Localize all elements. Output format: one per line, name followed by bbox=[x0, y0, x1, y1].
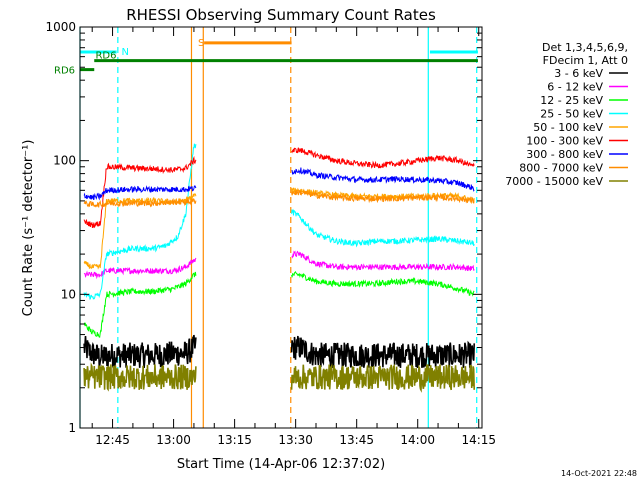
plot-frame bbox=[79, 26, 483, 429]
legend-header-line-1: Det 1,3,4,5,6,9, bbox=[542, 41, 628, 54]
legend-label-9: 7000 - 15000 keV bbox=[505, 175, 603, 188]
x-tick-label-0: 12:45 bbox=[95, 433, 130, 447]
series-line-3-part-2 bbox=[291, 271, 475, 297]
state-label-n: N bbox=[122, 47, 129, 58]
y-tick-label-10: 10 bbox=[61, 287, 76, 301]
series-line-4-part-1 bbox=[83, 143, 197, 300]
legend-label-4: 25 - 50 keV bbox=[540, 108, 603, 121]
series-line-1-part-1 bbox=[83, 334, 197, 368]
series-line-7-part-1 bbox=[83, 185, 197, 201]
state-label-rd6-left: RD6 bbox=[54, 66, 75, 77]
y-tick-label-1: 1 bbox=[68, 421, 76, 435]
legend-label-6: 100 - 300 keV bbox=[526, 135, 603, 148]
series-line-4-part-2 bbox=[291, 208, 475, 248]
legend-header-line-2: FDecim 1, Att 0 bbox=[543, 54, 628, 67]
legend-label-2: 6 - 12 keV bbox=[547, 81, 603, 94]
y-axis-label: Count Rate (s⁻¹ detector⁻¹) bbox=[21, 140, 36, 317]
series-line-7-part-2 bbox=[291, 167, 475, 192]
state-label-rd6: RD6 bbox=[95, 51, 116, 62]
series-line-8-part-2 bbox=[291, 188, 475, 204]
legend-label-8: 800 - 7000 keV bbox=[519, 162, 603, 175]
legend-label-1: 3 - 6 keV bbox=[554, 67, 603, 80]
plot-area: N S RD6 RD6 1 10 100 1000 12:45 13:00 13:15 13:30 13… bbox=[45, 20, 496, 447]
x-tick-label-4: 13:45 bbox=[339, 433, 374, 447]
series-line-9-part-2 bbox=[290, 363, 475, 393]
y-tick-label-100: 100 bbox=[53, 154, 76, 168]
y-tick-label-1000: 1000 bbox=[45, 20, 76, 34]
legend-label-5: 50 - 100 keV bbox=[533, 121, 603, 134]
chart-title: RHESSI Observing Summary Count Rates bbox=[126, 6, 436, 24]
series-line-6-part-2 bbox=[291, 147, 475, 169]
series-line-8-part-1 bbox=[83, 197, 197, 208]
x-tick-label-3: 13:30 bbox=[278, 433, 313, 447]
x-tick-label-5: 14:00 bbox=[400, 433, 435, 447]
legend-label-3: 12 - 25 keV bbox=[540, 94, 603, 107]
series-line-1-part-2 bbox=[290, 335, 475, 369]
x-tick-label-6: 14:15 bbox=[461, 433, 496, 447]
x-tick-label-2: 13:15 bbox=[217, 433, 252, 447]
series-line-2-part-2 bbox=[291, 250, 475, 272]
timestamp: 14-Oct-2021 22:48 bbox=[561, 469, 637, 478]
state-label-s: S bbox=[198, 38, 204, 49]
series-line-3-part-1 bbox=[83, 271, 197, 338]
legend-label-7: 300 - 800 keV bbox=[526, 148, 603, 161]
x-tick-label-1: 13:00 bbox=[156, 433, 191, 447]
x-axis-label: Start Time (14-Apr-06 12:37:02) bbox=[177, 457, 385, 472]
series-line-9-part-1 bbox=[83, 362, 197, 392]
